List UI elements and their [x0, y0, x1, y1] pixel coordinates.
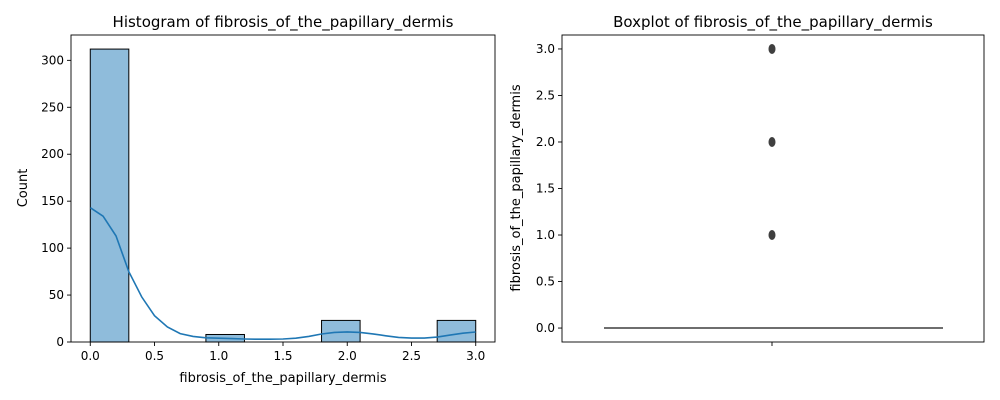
- boxplot-y-label: fibrosis_of_the_papillary_dermis: [509, 84, 524, 291]
- y-tick-label: 2.5: [536, 88, 555, 102]
- boxplot-frame: [561, 34, 985, 343]
- x-tick-label: 0.0: [81, 349, 100, 363]
- outlier-point: [768, 136, 776, 147]
- histogram-bar: [321, 319, 361, 343]
- x-tick-label: 0.5: [145, 349, 164, 363]
- histogram-y-label: Count: [16, 169, 31, 208]
- y-tick-label: 50: [49, 288, 64, 302]
- y-tick-label: 1.0: [536, 228, 555, 242]
- histogram-bar: [89, 48, 130, 343]
- x-tick-label: 2.5: [402, 349, 421, 363]
- y-tick-label: 100: [41, 241, 64, 255]
- outlier-point: [768, 43, 776, 54]
- kde-line: [89, 207, 476, 341]
- histogram-panel: Histogram of fibrosis_of_the_papillary_d…: [16, 13, 496, 386]
- y-tick-label: 150: [41, 194, 64, 208]
- y-tick-label: 250: [41, 100, 64, 114]
- y-tick-label: 0.5: [536, 275, 555, 289]
- boxplot-y-axis: 0.0 0.5 1.0 1.5 2.0 2.5 3.0: [536, 42, 562, 335]
- boxplot-panel: Boxplot of fibrosis_of_the_papillary_der…: [509, 13, 985, 346]
- outlier-point: [768, 230, 776, 241]
- histogram-y-axis: 0 50 100 150 200 250 300: [41, 53, 71, 349]
- histogram-plot-area: [89, 48, 477, 343]
- histogram-title: Histogram of fibrosis_of_the_papillary_d…: [113, 13, 454, 32]
- boxplot-title: Boxplot of fibrosis_of_the_papillary_der…: [613, 13, 933, 32]
- histogram-bar: [436, 319, 477, 343]
- histogram-x-axis: 0.0 0.5 1.0 1.5 2.0 2.5 3.0: [81, 342, 485, 363]
- y-tick-label: 0.0: [536, 321, 555, 335]
- y-tick-label: 0: [56, 335, 64, 349]
- x-tick-label: 1.0: [209, 349, 228, 363]
- x-tick-label: 3.0: [466, 349, 485, 363]
- histogram-frame: [70, 34, 496, 343]
- x-tick-label: 2.0: [338, 349, 357, 363]
- y-tick-label: 3.0: [536, 42, 555, 56]
- x-tick-label: 1.5: [273, 349, 292, 363]
- y-tick-label: 2.0: [536, 135, 555, 149]
- histogram-x-label: fibrosis_of_the_papillary_dermis: [179, 371, 386, 386]
- y-tick-label: 300: [41, 53, 64, 67]
- y-tick-label: 1.5: [536, 182, 555, 196]
- y-tick-label: 200: [41, 147, 64, 161]
- boxplot-plot-area: [604, 43, 943, 329]
